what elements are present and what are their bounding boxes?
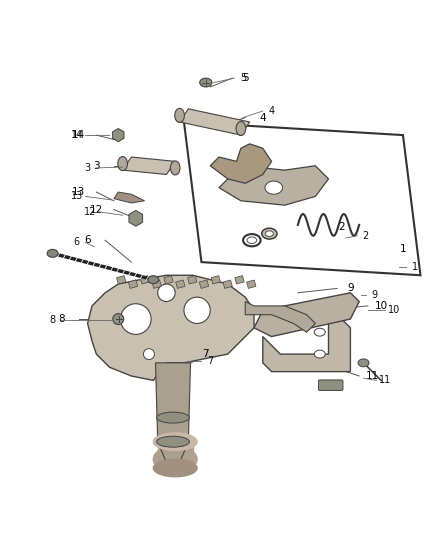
- Bar: [235, 276, 244, 284]
- Polygon shape: [210, 144, 272, 183]
- Text: 10: 10: [374, 301, 388, 311]
- Polygon shape: [123, 157, 175, 174]
- Polygon shape: [245, 302, 315, 332]
- Ellipse shape: [265, 231, 273, 237]
- Text: 11: 11: [379, 375, 392, 385]
- Text: 4: 4: [259, 112, 266, 123]
- Ellipse shape: [153, 433, 197, 450]
- Ellipse shape: [358, 359, 369, 367]
- Ellipse shape: [157, 412, 190, 423]
- Text: 7: 7: [202, 349, 209, 359]
- Text: 3: 3: [93, 161, 100, 171]
- Polygon shape: [219, 166, 328, 205]
- Text: 7: 7: [207, 356, 213, 366]
- Ellipse shape: [184, 297, 210, 324]
- Bar: [211, 276, 220, 284]
- Ellipse shape: [113, 313, 124, 325]
- FancyBboxPatch shape: [318, 380, 343, 391]
- Text: 11: 11: [366, 371, 379, 381]
- Ellipse shape: [144, 349, 154, 360]
- Bar: [164, 276, 173, 284]
- Text: 4: 4: [268, 106, 275, 116]
- Text: 12: 12: [84, 207, 96, 217]
- Ellipse shape: [314, 328, 325, 336]
- Text: 13: 13: [72, 187, 85, 197]
- Text: 9: 9: [371, 290, 378, 300]
- Polygon shape: [184, 122, 420, 275]
- Polygon shape: [263, 319, 350, 372]
- Text: 2: 2: [363, 231, 369, 241]
- Text: 2: 2: [338, 222, 345, 232]
- Text: 14: 14: [72, 130, 85, 140]
- Ellipse shape: [148, 276, 159, 284]
- Polygon shape: [155, 363, 191, 468]
- Ellipse shape: [158, 284, 175, 302]
- Text: 6: 6: [84, 235, 91, 245]
- Ellipse shape: [200, 78, 212, 87]
- Text: 6: 6: [74, 237, 80, 247]
- Polygon shape: [114, 192, 145, 203]
- Text: 5: 5: [242, 73, 249, 83]
- Bar: [158, 442, 193, 468]
- Text: 3: 3: [85, 163, 91, 173]
- Text: 13: 13: [71, 191, 83, 201]
- Ellipse shape: [261, 228, 277, 239]
- Ellipse shape: [175, 108, 184, 123]
- Text: 8: 8: [58, 314, 65, 324]
- Ellipse shape: [157, 436, 190, 447]
- Ellipse shape: [47, 249, 58, 257]
- Bar: [140, 276, 149, 284]
- Text: 9: 9: [347, 284, 354, 293]
- Text: 14: 14: [71, 130, 83, 140]
- Bar: [117, 276, 126, 284]
- Ellipse shape: [236, 122, 246, 135]
- Text: 5: 5: [240, 73, 246, 83]
- Bar: [187, 276, 197, 284]
- Ellipse shape: [170, 161, 180, 175]
- Bar: [223, 280, 232, 288]
- Bar: [247, 280, 256, 288]
- Ellipse shape: [314, 350, 325, 358]
- Ellipse shape: [120, 304, 151, 334]
- Text: 1: 1: [399, 244, 406, 254]
- Bar: [152, 280, 161, 288]
- Ellipse shape: [265, 181, 283, 194]
- Polygon shape: [180, 109, 250, 135]
- Bar: [128, 280, 138, 288]
- Text: 12: 12: [90, 205, 103, 215]
- Ellipse shape: [118, 157, 127, 171]
- Ellipse shape: [153, 446, 197, 472]
- Ellipse shape: [153, 459, 197, 477]
- Polygon shape: [254, 293, 359, 336]
- Text: 10: 10: [388, 305, 400, 316]
- Text: 8: 8: [49, 315, 56, 325]
- Text: 1: 1: [412, 262, 418, 271]
- Polygon shape: [88, 275, 254, 381]
- Bar: [176, 280, 185, 288]
- Bar: [199, 280, 208, 288]
